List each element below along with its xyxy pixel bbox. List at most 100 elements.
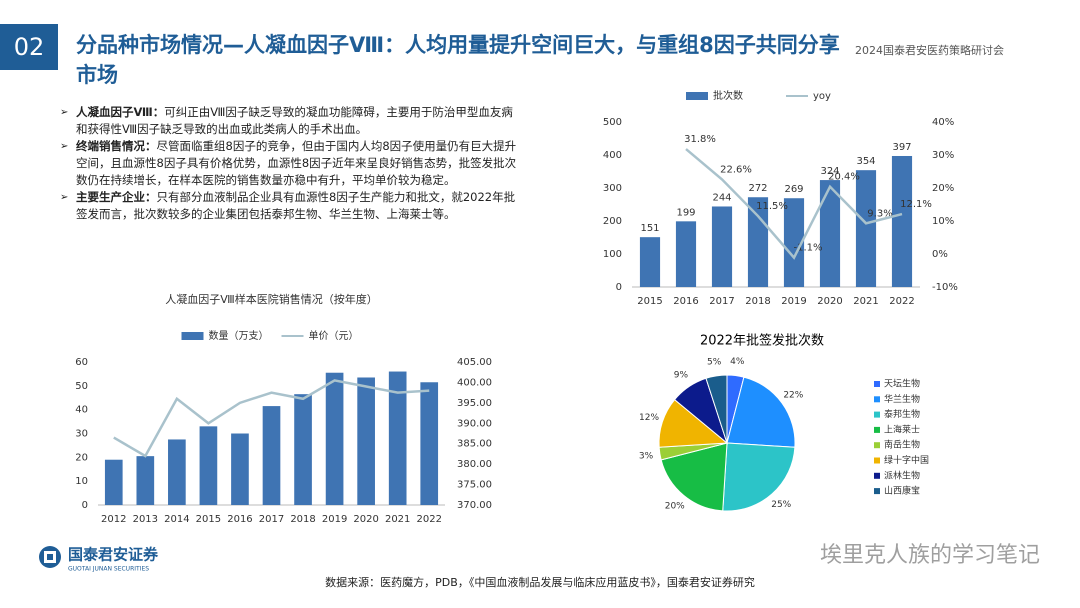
bar [168, 439, 186, 505]
data-label: 31.8% [684, 134, 716, 145]
bar [294, 394, 312, 505]
x-tick-label: 2016 [227, 514, 252, 525]
x-tick-label: 2020 [353, 514, 378, 525]
y-tick-label: 30 [75, 429, 88, 440]
event-name: 2024国泰君安医药策略研讨会 [855, 44, 1004, 57]
y-tick-label: 400 [603, 150, 622, 161]
line [685, 148, 903, 260]
y2-tick-label: 400.00 [457, 377, 492, 388]
company-name: 国泰君安证券 [68, 546, 159, 564]
line [113, 379, 430, 458]
legend-swatch [181, 332, 204, 340]
data-label: 5% [707, 358, 722, 368]
y2-tick-label: 40% [932, 117, 954, 128]
data-label: 269 [784, 184, 803, 195]
x-tick-label: 2015 [196, 514, 221, 525]
data-label: 12.1% [900, 199, 932, 210]
bar [711, 206, 733, 287]
bullet: 终端销售情况：尽管面临重组8因子的竞争，但由于国内人均8因子使用量仍有巨大提升空… [60, 138, 520, 189]
y-tick-label: 0 [82, 500, 88, 511]
bar [420, 382, 439, 505]
bar [136, 456, 155, 505]
x-tick-label: 2019 [781, 296, 806, 307]
company-name-en: GUOTAI JUNAN SECURITIES [68, 566, 149, 573]
x-tick-label: 2022 [417, 514, 442, 525]
source-note: 数据来源：医药魔方，PDB，《中国血液制品发展与临床应用蓝皮书》，国泰君安证券研… [325, 575, 755, 589]
y2-tick-label: 30% [932, 150, 954, 161]
watermark: 埃里克人族的学习笔记 [820, 543, 1040, 568]
y2-tick-label: 390.00 [457, 418, 492, 429]
legend-swatch [874, 396, 880, 403]
slide-title: 分品种市场情况—人凝血因子Ⅷ：人均用量提升空间巨大，与重组8因子共同分享市场 [76, 33, 840, 87]
bullet-text: 只有部分血液制品企业具有血源性8因子生产能力和批文，就2022年批签发而言，批次… [76, 190, 516, 221]
data-label: 12% [639, 413, 659, 423]
data-label: 324 [820, 166, 839, 177]
bullet-lead: 终端销售情况： [76, 139, 157, 153]
legend-swatch [874, 411, 880, 418]
data-label: -1.1% [793, 243, 822, 254]
bullet-text: 尽管面临重组8因子的竞争，但由于国内人均8因子使用量仍有巨大提升空间，且血源性8… [76, 139, 517, 187]
data-label: 272 [748, 183, 767, 194]
legend-label: 单价（元） [309, 330, 359, 342]
y2-tick-label: 20% [932, 183, 954, 194]
y2-tick-label: 370.00 [457, 500, 492, 511]
bar [262, 406, 281, 505]
y2-tick-label: 405.00 [457, 357, 492, 368]
data-label: 244 [712, 192, 731, 203]
y-tick-label: 60 [75, 357, 88, 368]
y2-tick-label: 380.00 [457, 459, 492, 470]
data-label: 199 [676, 207, 695, 218]
y2-tick-label: 10% [932, 216, 954, 227]
bar [388, 371, 407, 505]
bar [639, 237, 661, 287]
pie-slice [705, 374, 728, 444]
logo [39, 546, 61, 568]
section-number: 02 [0, 24, 58, 70]
data-label: 397 [892, 142, 911, 153]
bar [891, 155, 913, 287]
legend-swatch [874, 381, 880, 387]
legend-swatch [874, 472, 880, 479]
x-tick-label: 2017 [709, 296, 734, 307]
y-tick-label: 0 [616, 282, 622, 293]
legend-swatch [874, 457, 880, 464]
data-label: 11.5% [756, 201, 788, 212]
y-tick-label: 50 [75, 381, 88, 392]
y2-tick-label: 395.00 [457, 398, 492, 409]
y-tick-label: 500 [603, 117, 622, 128]
y-tick-label: 10 [75, 476, 88, 487]
x-tick-label: 2016 [673, 296, 698, 307]
y-tick-label: 20 [75, 452, 88, 463]
bar [855, 170, 877, 287]
x-tick-label: 2018 [745, 296, 770, 307]
pie-slice [726, 376, 796, 448]
y-tick-label: 100 [603, 249, 622, 260]
pie-slice [722, 442, 796, 512]
legend-label: 南岳生物 [884, 439, 920, 451]
bullet-text: 可纠正由Ⅷ因子缺乏导致的凝血功能障碍，主要用于防治甲型血友病和获得性Ⅷ因子缺乏导… [76, 105, 513, 136]
legend-label: 绿十字中国 [884, 454, 929, 466]
data-label: 9.3% [867, 208, 892, 219]
legend-label: 山西康宝 [884, 485, 920, 497]
bar [747, 197, 769, 287]
bullet: 人凝血因子Ⅷ：可纠正由Ⅷ因子缺乏导致的凝血功能障碍，主要用于防治甲型血友病和获得… [60, 104, 520, 138]
legend-label: 上海莱士 [884, 423, 920, 435]
chart-title: 2022年批签发批次数 [700, 333, 824, 349]
bullet: 主要生产企业：只有部分血液制品企业具有血源性8因子生产能力和批文，就2022年批… [60, 189, 520, 223]
legend-label: 批次数 [713, 89, 743, 102]
y-tick-label: 300 [603, 183, 622, 194]
chart-title: 人凝血因子Ⅷ样本医院销售情况（按年度） [165, 292, 378, 306]
legend-label: 数量（万支） [209, 329, 269, 342]
legend-label: 派林生物 [884, 469, 920, 481]
bullet-lead: 主要生产企业： [76, 190, 157, 204]
bar [104, 459, 123, 505]
legend-swatch [874, 488, 880, 495]
legend-label: yoy [813, 91, 831, 102]
legend-swatch [874, 442, 880, 449]
data-label: 4% [730, 357, 745, 367]
x-tick-label: 2012 [101, 514, 126, 525]
data-label: 9% [674, 371, 689, 381]
bar [783, 198, 805, 287]
data-label: 22.6% [720, 164, 752, 175]
